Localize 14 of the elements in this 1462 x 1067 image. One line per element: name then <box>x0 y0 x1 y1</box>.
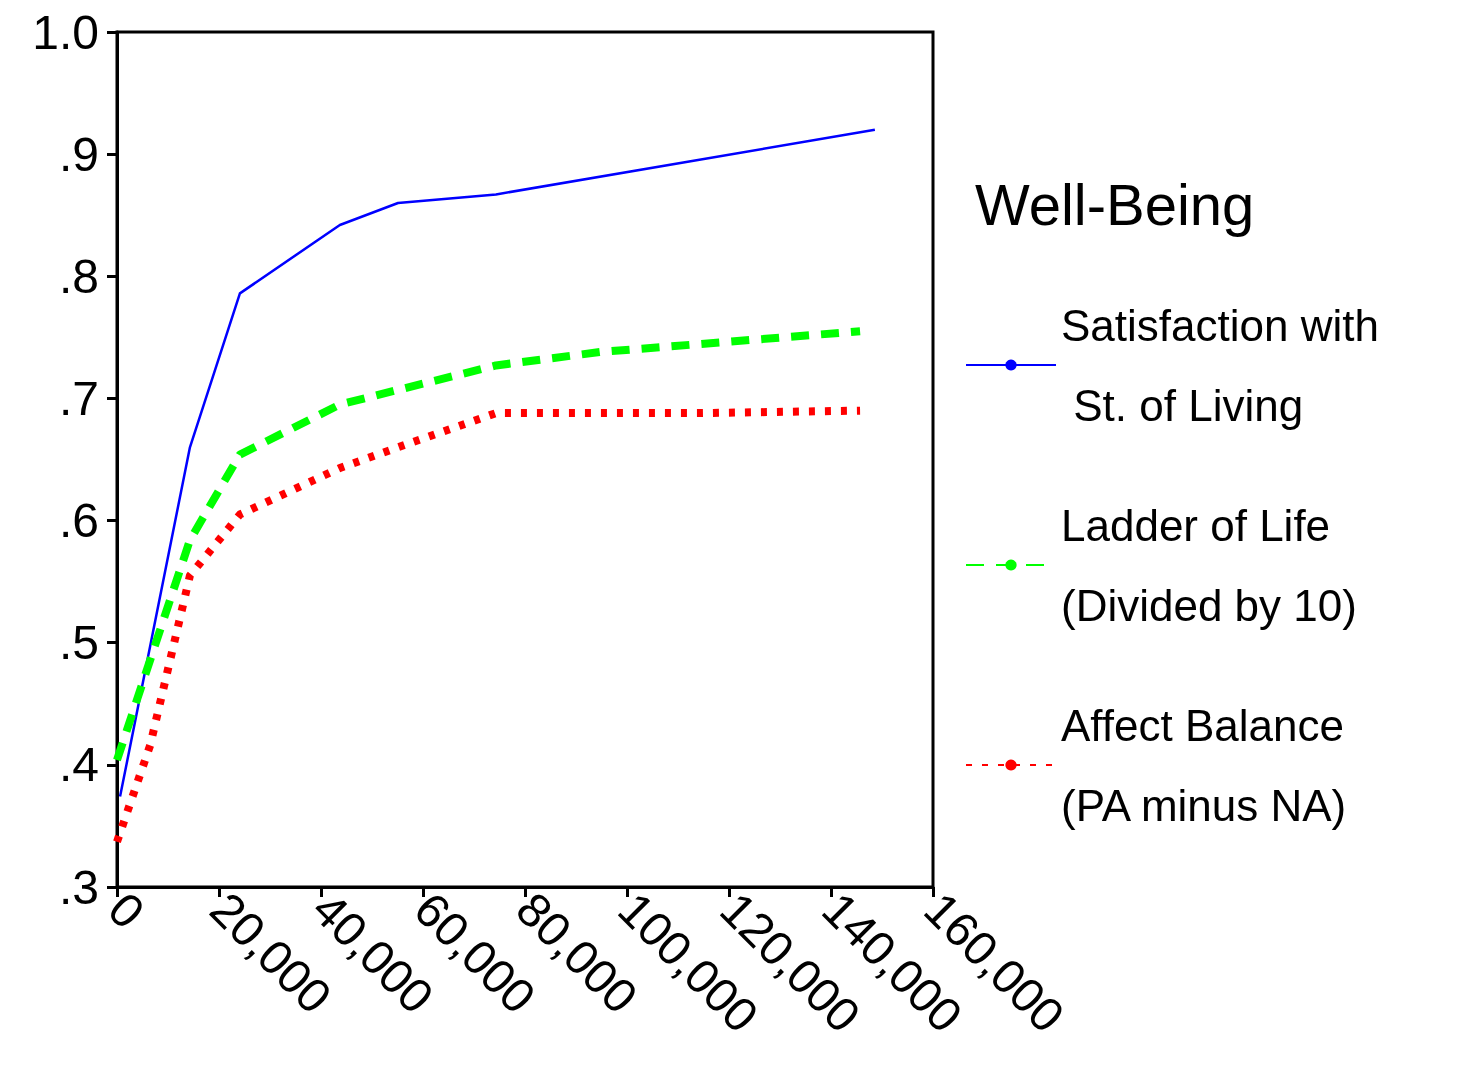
line-series <box>118 128 877 798</box>
y-tick-label: .4 <box>58 738 99 792</box>
legend-title: Well-Being <box>975 171 1255 237</box>
y-tick-label: .8 <box>58 249 99 303</box>
y-tick-label: .3 <box>58 860 99 914</box>
y-tick-label: 1.0 <box>32 5 99 59</box>
legend-label: Ladder of Life (Divided by 10) <box>1061 500 1357 630</box>
x-tick-label: 0 <box>98 882 155 939</box>
y-tick-label: .5 <box>58 616 99 670</box>
y-tick-label: .9 <box>58 127 99 181</box>
y-tick-label: .7 <box>58 371 99 425</box>
y-tick-label: .6 <box>58 494 99 548</box>
legend-label: Satisfaction with St. of Living <box>1061 300 1379 430</box>
legend-label: Affect Balance (PA minus NA) <box>1061 700 1357 830</box>
